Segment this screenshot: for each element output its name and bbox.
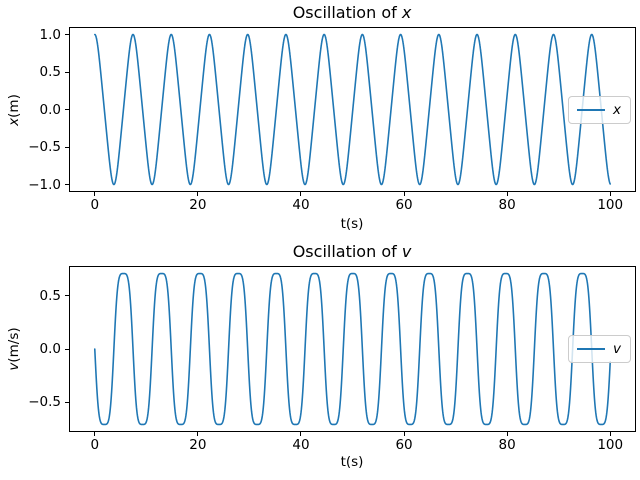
tick-mark [94, 432, 96, 436]
plot-area-v: v [69, 266, 636, 432]
tick-mark [65, 295, 69, 297]
tick-mark [506, 192, 508, 196]
tick-mark [403, 432, 405, 436]
y-tick-label: 0.0 [39, 341, 61, 357]
y-tick-label: −0.5 [28, 139, 61, 155]
tick-mark [300, 432, 302, 436]
y-tick-label: 1.0 [39, 26, 61, 43]
tick-mark [94, 192, 96, 196]
plot-title-x-variable: x [401, 3, 412, 22]
tick-mark [197, 432, 199, 436]
x-tick-label: 80 [498, 437, 516, 453]
tick-mark [65, 184, 69, 185]
tick-mark [506, 432, 508, 436]
x-axis-label-bottom: t(s) [340, 454, 364, 470]
x-waveform-curve [93, 33, 612, 186]
legend-label-x: x [613, 101, 621, 118]
plot-title-v: Oscillation of v [293, 242, 412, 261]
y-axis-label-x: x(m) [6, 94, 22, 126]
tick-mark [609, 432, 611, 436]
x-tick-label: 80 [498, 197, 516, 213]
x-tick-label: 100 [597, 437, 624, 453]
y-tick-label: −1.0 [28, 176, 61, 193]
y-tick-label: 0.5 [39, 287, 61, 304]
y-tick-label: 0.5 [39, 64, 61, 80]
x-tick-label: 20 [189, 437, 207, 453]
x-axis-label-top: t(s) [340, 216, 364, 232]
plot-title-x: Oscillation of x [293, 3, 412, 22]
y-tick-label: −0.5 [28, 394, 61, 411]
y-axis-label-x-unit: (m) [6, 94, 22, 118]
y-tick-label: 0.0 [39, 101, 61, 118]
legend-label-v: v [613, 341, 621, 357]
y-axis-label-v-variable: v [6, 362, 22, 371]
legend-v: v [568, 335, 631, 363]
plot-title-x-text: Oscillation of [292, 3, 402, 22]
legend-x: x [568, 95, 631, 124]
tick-mark [65, 401, 69, 403]
y-axis-label-v-unit: (m/s) [6, 327, 22, 363]
plot-area-x: x [69, 27, 636, 192]
tick-mark [65, 71, 69, 73]
plot-title-v-text: Oscillation of [292, 242, 402, 261]
legend-line-sample-icon [577, 108, 605, 111]
x-tick-label: 20 [189, 197, 207, 213]
x-tick-label: 100 [597, 197, 624, 213]
plot-title-v-variable: v [401, 242, 412, 261]
legend-line-sample-icon [577, 348, 605, 350]
tick-mark [197, 192, 199, 196]
x-line-series [93, 33, 612, 186]
tick-mark [65, 348, 69, 350]
x-tick-label: 0 [90, 437, 100, 453]
tick-mark [65, 109, 69, 110]
tick-mark [65, 146, 69, 148]
tick-mark [300, 192, 302, 196]
tick-mark [609, 192, 611, 196]
x-tick-label: 0 [90, 197, 100, 213]
x-tick-label: 60 [395, 197, 413, 213]
x-tick-label: 40 [292, 437, 310, 453]
y-axis-label-v: v(m/s) [6, 327, 22, 370]
tick-mark [65, 34, 69, 35]
v-line-series [93, 272, 612, 426]
x-tick-label: 40 [292, 197, 310, 213]
v-waveform-curve [93, 272, 612, 426]
tick-mark [403, 192, 405, 196]
y-axis-label-x-variable: x [6, 117, 22, 126]
x-tick-label: 60 [395, 437, 413, 453]
